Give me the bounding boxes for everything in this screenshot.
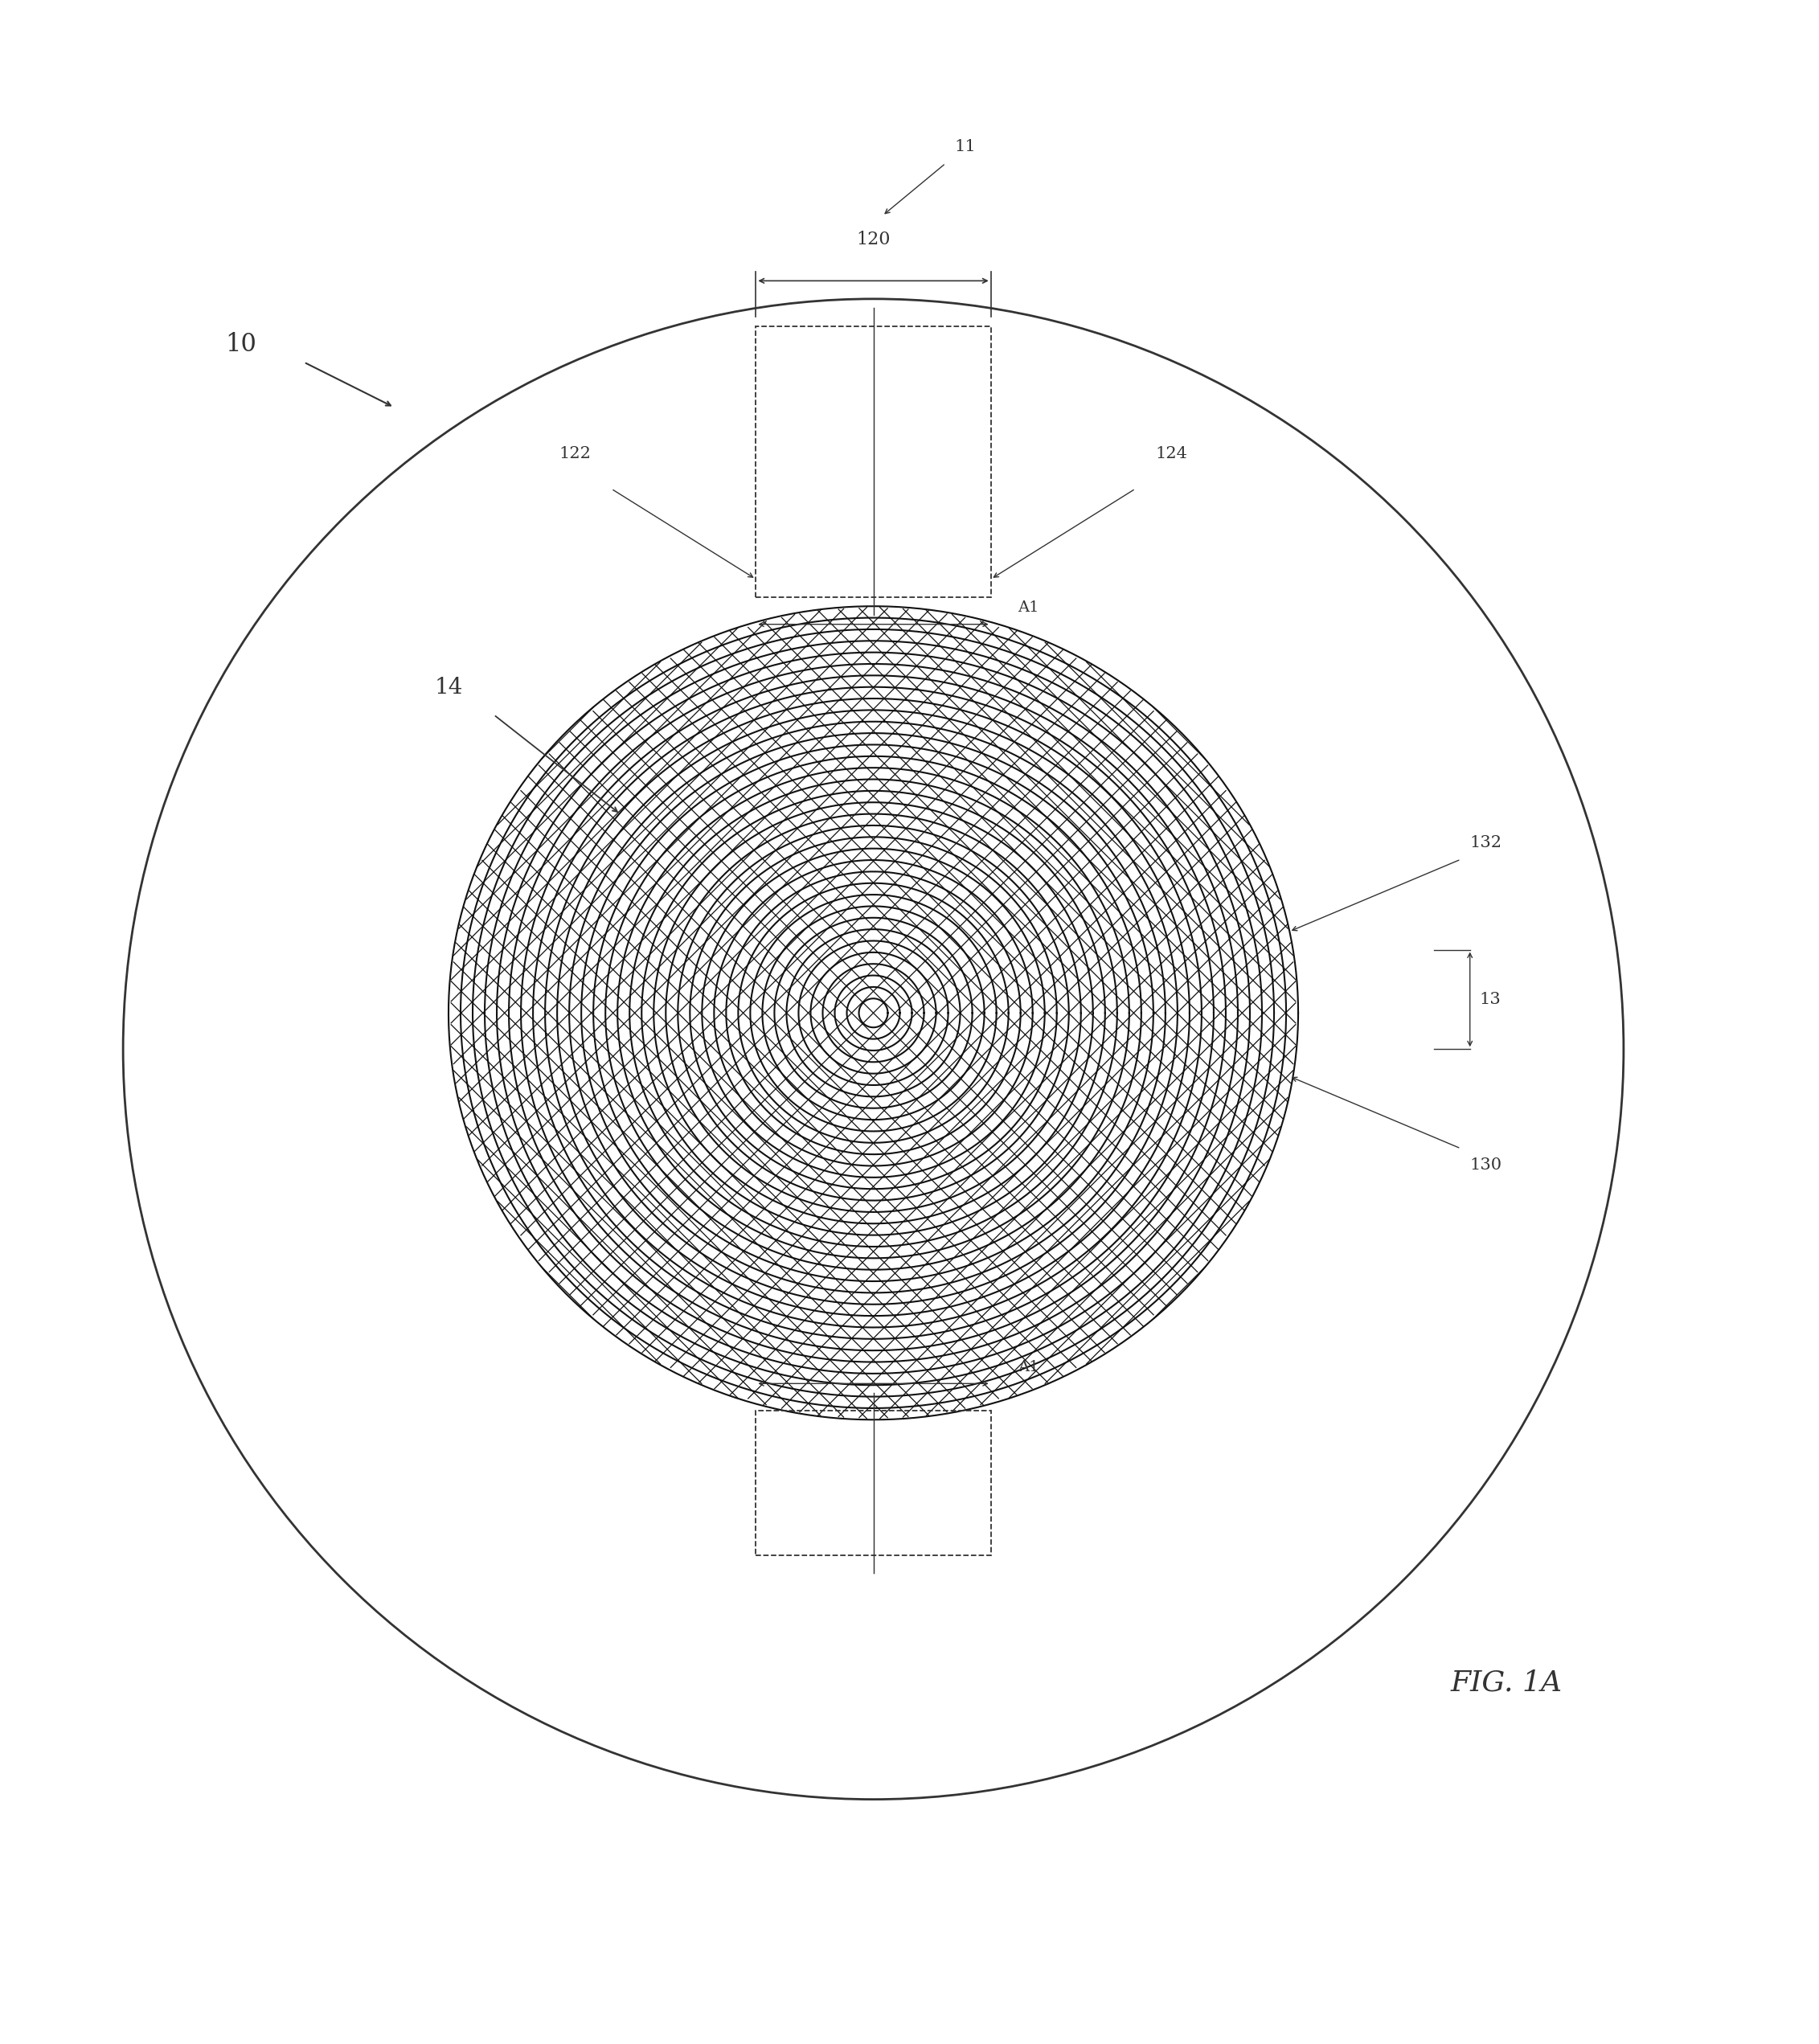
Text: 122: 122 (558, 446, 591, 462)
Text: 11: 11 (955, 139, 977, 153)
Text: FIG. 1A: FIG. 1A (1450, 1670, 1563, 1697)
Text: 13: 13 (1479, 991, 1501, 1008)
Text: 124: 124 (1155, 446, 1188, 462)
Text: 10: 10 (226, 331, 256, 356)
Text: A1: A1 (1019, 601, 1039, 615)
Text: 14: 14 (435, 677, 462, 699)
Text: 120: 120 (857, 231, 891, 247)
Text: A1: A1 (1019, 1359, 1039, 1374)
Text: 132: 132 (1470, 836, 1502, 850)
Text: 130: 130 (1470, 1157, 1502, 1173)
